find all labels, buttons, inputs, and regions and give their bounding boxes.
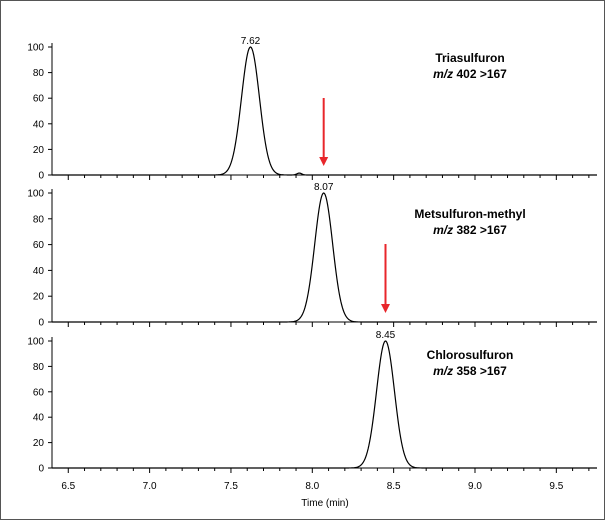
y-tick-label: 40 xyxy=(33,119,45,130)
arrow-head xyxy=(381,304,391,313)
y-tick-label: 20 xyxy=(33,438,45,449)
y-tick-label: 60 xyxy=(33,240,45,251)
x-tick-label: 8.0 xyxy=(305,481,319,492)
chromatogram-trace xyxy=(52,340,597,469)
y-tick-label: 80 xyxy=(33,214,45,225)
compound-name: Metsulfuron-methyl xyxy=(414,207,525,221)
y-tick-label: 20 xyxy=(33,292,45,303)
y-tick-label: 100 xyxy=(27,189,44,200)
x-axis: 6.5 7.0 7.5 8.0 8.5 9.0 9.5 xyxy=(61,481,563,492)
transition-value: 382 >167 xyxy=(456,223,507,237)
y-tick-label: 80 xyxy=(33,362,45,373)
chromatogram-trace xyxy=(52,46,597,176)
chromatogram-trace xyxy=(52,192,597,323)
peak-label: 7.62 xyxy=(241,36,261,47)
panel-2: 0 20 40 60 80 100 8.07 Metsulfuron-methyl m/z 38… xyxy=(27,182,597,329)
arrow-head xyxy=(319,157,329,166)
y-tick-label: 0 xyxy=(38,464,44,475)
red-arrow xyxy=(381,244,391,313)
y-tick-label: 80 xyxy=(33,68,45,79)
x-tick-label: 9.5 xyxy=(549,481,563,492)
x-axis-label: Time (min) xyxy=(301,498,348,509)
red-arrow xyxy=(319,98,329,166)
mz-prefix: m/z xyxy=(433,364,456,378)
compound-name: Triasulfuron xyxy=(435,51,504,65)
y-tick-label: 60 xyxy=(33,387,45,398)
compound-name: Chlorosulfuron xyxy=(427,348,514,362)
y-tick-label: 40 xyxy=(33,266,45,277)
x-tick-label: 7.5 xyxy=(224,481,238,492)
y-tick-label: 0 xyxy=(38,318,44,329)
mz-prefix: m/z xyxy=(433,67,456,81)
x-tick-label: 6.5 xyxy=(61,481,75,492)
panel-3: 0 20 40 60 80 100 8.45 Chlorosulfuron m/z 358 >1… xyxy=(27,330,597,475)
mrm-transition: m/z 402 >167 xyxy=(433,67,507,81)
panel-1: 0 20 40 60 80 100 7.62 Triasulfuron m/z 402 >167 xyxy=(27,36,597,182)
transition-value: 358 >167 xyxy=(456,364,507,378)
peak-label: 8.45 xyxy=(376,330,396,341)
y-tick-label: 0 xyxy=(38,171,44,182)
x-tick-label: 9.0 xyxy=(468,481,482,492)
y-tick-label: 100 xyxy=(27,43,44,54)
mz-prefix: m/z xyxy=(433,223,456,237)
transition-value: 402 >167 xyxy=(456,67,507,81)
y-tick-label: 40 xyxy=(33,413,45,424)
chromatogram-panels: 0 20 40 60 80 100 7.62 Triasulfuron m/z 402 >167… xyxy=(27,36,597,475)
x-tick-label: 7.0 xyxy=(143,481,157,492)
mrm-transition: m/z 382 >167 xyxy=(433,223,507,237)
y-tick-label: 60 xyxy=(33,94,45,105)
y-tick-label: 100 xyxy=(27,337,44,348)
mrm-transition: m/z 358 >167 xyxy=(433,364,507,378)
x-tick-label: 8.5 xyxy=(387,481,401,492)
y-tick-label: 20 xyxy=(33,145,45,156)
peak-label: 8.07 xyxy=(314,182,334,193)
